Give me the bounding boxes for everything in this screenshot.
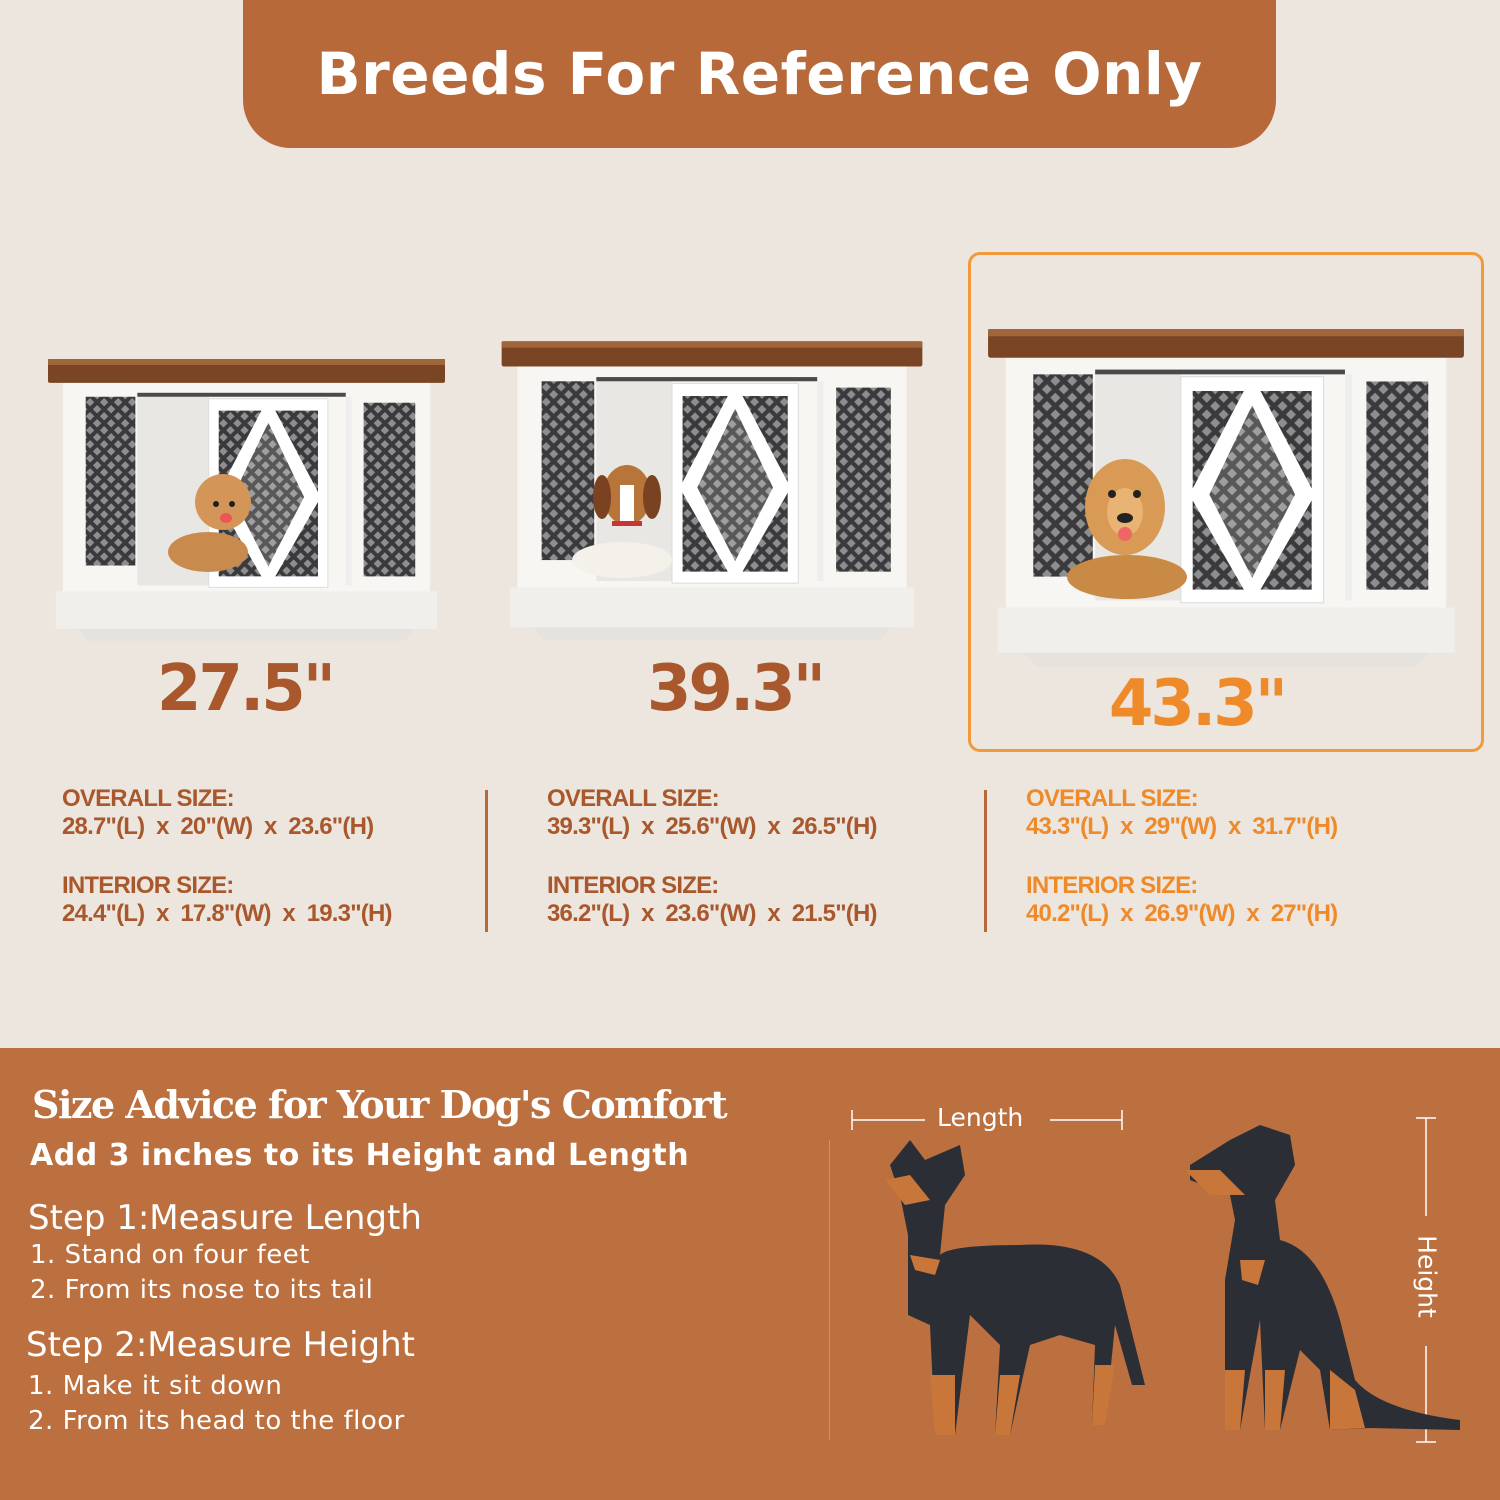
step1-title: Step 1:Measure Length bbox=[28, 1198, 422, 1238]
overall-label: OVERALL SIZE: bbox=[62, 785, 235, 812]
advice-subtitle: Add 3 inches to its Height and Length bbox=[30, 1138, 690, 1173]
spec-large: OVERALL SIZE: 43.3"(L) x 29"(W) x 31.7"(… bbox=[1026, 785, 1338, 928]
step1-item: 1. Stand on four feet bbox=[30, 1240, 310, 1270]
spec-medium: OVERALL SIZE: 39.3"(L) x 25.6"(W) x 26.5… bbox=[547, 785, 878, 928]
length-arrow bbox=[851, 1110, 1123, 1130]
banner-title: Breeds For Reference Only bbox=[316, 40, 1203, 108]
step1-item: 2. From its nose to its tail bbox=[30, 1275, 374, 1305]
size-label-large: 43.3" bbox=[1108, 667, 1288, 741]
overall-label: OVERALL SIZE: bbox=[1026, 785, 1199, 812]
step2-title: Step 2:Measure Height bbox=[26, 1325, 416, 1365]
interior-value: 40.2"(L) x 26.9"(W) x 27"(H) bbox=[1026, 900, 1338, 927]
interior-label: INTERIOR SIZE: bbox=[62, 872, 234, 899]
poodle-image bbox=[168, 474, 251, 572]
step2-item: 1. Make it sit down bbox=[28, 1371, 283, 1401]
length-label: Length bbox=[937, 1103, 1024, 1132]
step2-item: 2. From its head to the floor bbox=[28, 1406, 405, 1436]
crate-small-image bbox=[48, 358, 445, 642]
spec-small: OVERALL SIZE: 28.7"(L) x 20"(W) x 23.6"(… bbox=[62, 785, 393, 928]
divider bbox=[984, 790, 987, 932]
interior-value: 36.2"(L) x 23.6"(W) x 21.5"(H) bbox=[547, 900, 878, 927]
overall-value: 43.3"(L) x 29"(W) x 31.7"(H) bbox=[1026, 813, 1338, 840]
beagle-image bbox=[572, 465, 672, 578]
highlight-box bbox=[968, 252, 1484, 752]
interior-value: 24.4"(L) x 17.8"(W) x 19.3"(H) bbox=[62, 900, 393, 927]
size-label-medium: 39.3" bbox=[646, 652, 826, 726]
sitting-dog-illustration bbox=[1185, 1125, 1460, 1430]
size-label-small: 27.5" bbox=[156, 652, 336, 726]
divider bbox=[829, 1140, 830, 1440]
standing-dog-illustration bbox=[885, 1140, 1145, 1435]
header-banner: Breeds For Reference Only bbox=[243, 0, 1276, 148]
golden-retriever-image bbox=[1067, 459, 1187, 599]
crate-medium-image bbox=[501, 340, 923, 640]
crate-large-image bbox=[987, 328, 1465, 667]
overall-value: 28.7"(L) x 20"(W) x 23.6"(H) bbox=[62, 813, 374, 840]
interior-label: INTERIOR SIZE: bbox=[547, 872, 719, 899]
overall-label: OVERALL SIZE: bbox=[547, 785, 720, 812]
advice-title: Size Advice for Your Dog's Comfort bbox=[32, 1082, 728, 1127]
interior-label: INTERIOR SIZE: bbox=[1026, 872, 1198, 899]
divider bbox=[485, 790, 488, 932]
overall-value: 39.3"(L) x 25.6"(W) x 26.5"(H) bbox=[547, 813, 878, 840]
